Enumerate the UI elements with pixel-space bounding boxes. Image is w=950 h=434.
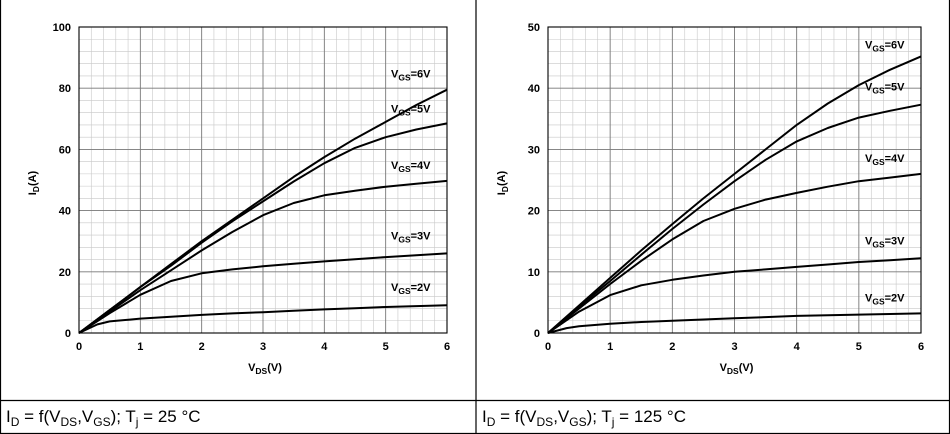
y-tick-label: 100 [53, 22, 71, 34]
series-label: VGS=5V [391, 103, 431, 117]
caption-part: = 25 °C [138, 407, 201, 426]
caption-sub: D [486, 415, 496, 429]
caption-part: I [6, 407, 11, 426]
plot-border [78, 26, 448, 334]
caption-part: ,V [553, 407, 570, 426]
series-line-5v [78, 122, 448, 334]
caption-sub: j [611, 415, 615, 429]
y-axis-label: ID(A) [496, 170, 510, 195]
x-tick-label: 6 [918, 341, 924, 353]
x-tick-label: 2 [669, 341, 675, 353]
caption-part: ); T [110, 407, 136, 426]
caption-sub: D [10, 415, 20, 429]
y-tick-label: 40 [528, 83, 540, 95]
caption-part: ,V [77, 407, 94, 426]
y-axis-label: ID(A) [27, 170, 41, 195]
x-tick-label: 3 [260, 341, 266, 353]
x-tick-label: 0 [545, 341, 551, 353]
y-tick-label: 0 [534, 328, 540, 340]
series-label: VGS=4V [391, 160, 431, 174]
caption-sub: j [135, 415, 139, 429]
series-line-2v [78, 304, 448, 334]
caption-125c: ID = f(VDS,VGS); Tj = 125 °C [476, 401, 950, 433]
x-tick-label: 5 [856, 341, 862, 353]
caption-sub: DS [60, 415, 78, 429]
y-tick-label: 20 [59, 267, 71, 279]
chart-panel-125c: 0 1 2 3 4 5 6 0 10 20 30 40 50 VDS(V) ID(A) VGS=6V VGS=5… [496, 22, 924, 376]
caption-sub: GS [569, 415, 587, 429]
x-axis-label: VDS(V) [720, 362, 754, 376]
caption-part: = f(V [19, 407, 61, 426]
x-tick-label: 4 [321, 341, 328, 353]
x-tick-label: 1 [137, 341, 143, 353]
series-line-4v [78, 179, 448, 334]
caption-part: ); T [586, 407, 612, 426]
series-label: VGS=3V [865, 235, 905, 249]
series-line-3v [547, 257, 922, 334]
x-tick-label: 1 [607, 341, 613, 353]
series-label: VGS=6V [391, 69, 431, 83]
y-tick-label: 40 [59, 206, 71, 218]
caption-part: = f(V [495, 407, 537, 426]
caption-sub: GS [93, 415, 111, 429]
series-label: VGS=6V [865, 39, 905, 53]
x-tick-label: 5 [383, 341, 389, 353]
series-line-2v [547, 312, 922, 334]
x-tick-label: 4 [794, 341, 801, 353]
y-tick-label: 20 [528, 206, 540, 218]
series-line-3v [78, 252, 448, 334]
x-tick-label: 0 [76, 341, 82, 353]
series-label: VGS=4V [865, 153, 905, 167]
x-tick-label: 6 [444, 341, 450, 353]
chart-panel-25c: 0 1 2 3 4 5 6020406080100VDS(V)ID(A)VGS=6VVGS=… [27, 22, 450, 376]
plot-border [547, 26, 922, 334]
series-label: VGS=5V [865, 82, 905, 96]
y-tick-label: 0 [65, 328, 71, 340]
x-axis-label: VDS(V) [248, 362, 282, 376]
y-tick-label: 10 [528, 267, 540, 279]
caption-part: I [482, 407, 487, 426]
y-tick-label: 50 [528, 22, 540, 34]
y-tick-label: 30 [528, 144, 540, 156]
x-tick-label: 3 [731, 341, 737, 353]
series-line-6v [547, 55, 922, 334]
caption-25c: ID = f(VDS,VGS); Tj = 25 °C [0, 401, 476, 433]
y-tick-label: 80 [59, 83, 71, 95]
x-tick-label: 2 [199, 341, 205, 353]
series-line-5v [547, 103, 922, 334]
series-label: VGS=3V [391, 230, 431, 244]
series-line-4v [547, 172, 922, 334]
series-label: VGS=2V [865, 292, 905, 306]
series-label: VGS=2V [391, 282, 431, 296]
caption-sub: DS [536, 415, 554, 429]
y-tick-label: 60 [59, 144, 71, 156]
caption-part: = 125 °C [614, 407, 686, 426]
